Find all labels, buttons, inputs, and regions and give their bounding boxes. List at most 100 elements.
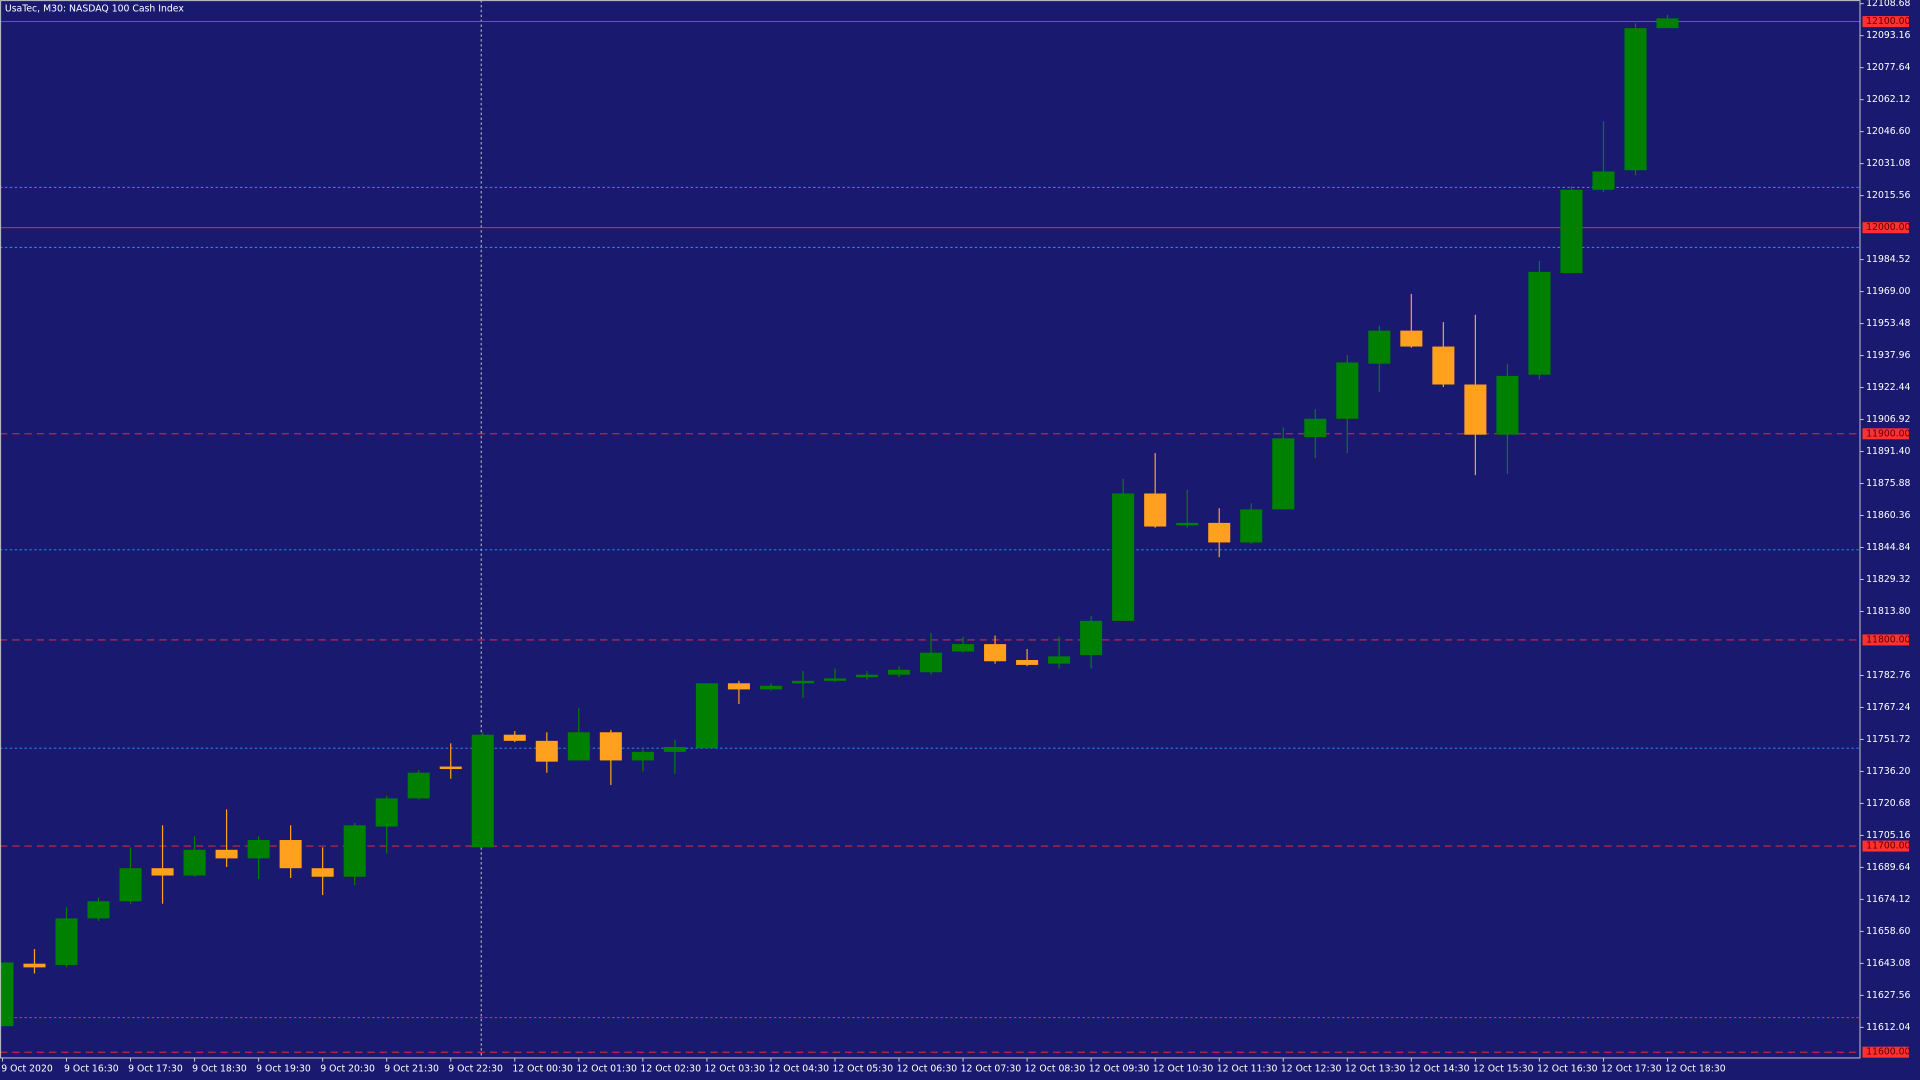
candle-body (0, 962, 14, 1027)
candle-body (631, 751, 654, 761)
y-tick-label: 12077.64 (1866, 62, 1910, 73)
x-tick-label: 12 Oct 18:30 (1665, 1063, 1726, 1074)
x-tick-label: 9 Oct 19:30 (256, 1063, 311, 1074)
y-tick-label: 11844.84 (1866, 542, 1910, 553)
x-tick-label: 12 Oct 15:30 (1473, 1063, 1534, 1074)
y-tick-label: 11674.12 (1866, 894, 1910, 905)
y-tick-label: 12031.08 (1866, 158, 1910, 169)
level-label-box (1862, 16, 1909, 28)
candle-body (1208, 522, 1231, 543)
y-tick-label: 11969.00 (1866, 286, 1910, 297)
x-tick-label: 12 Oct 16:30 (1537, 1063, 1598, 1074)
x-tick-label: 12 Oct 07:30 (961, 1063, 1022, 1074)
y-tick-label: 12093.16 (1866, 30, 1910, 41)
candle-body (1432, 346, 1455, 385)
candle-body (1176, 522, 1199, 526)
candle-body (952, 644, 975, 652)
candle-body (1048, 656, 1071, 664)
x-tick-label: 9 Oct 17:30 (128, 1063, 183, 1074)
x-tick-label: 12 Oct 10:30 (1153, 1063, 1214, 1074)
candle-body (920, 652, 943, 673)
level-label-box (1862, 1046, 1909, 1058)
y-tick-label: 12046.60 (1866, 126, 1910, 137)
candle-body (1144, 493, 1167, 527)
y-tick-label: 11767.24 (1866, 702, 1910, 713)
candle-body (984, 644, 1007, 662)
x-tick-label: 9 Oct 18:30 (192, 1063, 247, 1074)
candle-body (1304, 418, 1327, 438)
candle-body (1336, 362, 1359, 419)
y-tick-label: 11953.48 (1866, 318, 1910, 329)
level-label-box (1862, 428, 1909, 440)
level-label: 11900.00 (1866, 428, 1910, 439)
x-tick-label: 12 Oct 00:30 (512, 1063, 573, 1074)
candle-body (407, 772, 430, 799)
chart-title: UsaTec, M30: NASDAQ 100 Cash Index (5, 4, 184, 15)
level-label: 12000.00 (1866, 222, 1910, 233)
candle-body (87, 901, 110, 919)
x-tick-label: 9 Oct 21:30 (384, 1063, 439, 1074)
candle-body (151, 868, 174, 876)
candle-body (1560, 189, 1583, 274)
y-tick-label: 11860.36 (1866, 510, 1910, 521)
level-label: 12100.00 (1866, 16, 1910, 27)
x-tick-label: 12 Oct 03:30 (704, 1063, 765, 1074)
candle-body (375, 798, 398, 827)
x-tick-label: 12 Oct 05:30 (833, 1063, 894, 1074)
y-tick-label: 11751.72 (1866, 734, 1910, 745)
x-tick-label: 12 Oct 13:30 (1345, 1063, 1406, 1074)
level-label-box (1862, 634, 1909, 646)
candle-body (1496, 375, 1519, 435)
candle-body (1400, 330, 1423, 347)
candle-body (1624, 28, 1647, 171)
y-tick-label: 11891.40 (1866, 446, 1910, 457)
candle-body (311, 868, 334, 877)
x-tick-label: 12 Oct 04:30 (768, 1063, 829, 1074)
candle-body (55, 918, 78, 965)
y-tick-label: 11736.20 (1866, 766, 1910, 777)
y-tick-label: 11813.80 (1866, 606, 1910, 617)
y-tick-label: 11627.56 (1866, 990, 1910, 1001)
candle-body (1272, 438, 1295, 510)
candle-body (1016, 660, 1039, 665)
candle-body (567, 732, 590, 761)
y-tick-label: 11922.44 (1866, 382, 1910, 393)
y-tick-label: 12015.56 (1866, 190, 1910, 201)
level-label-box (1862, 222, 1909, 234)
y-tick-label: 11782.76 (1866, 670, 1910, 681)
candle-body (119, 868, 142, 902)
x-tick-label: 12 Oct 02:30 (640, 1063, 701, 1074)
candle-body (759, 685, 782, 690)
x-tick-label: 9 Oct 2020 (1, 1063, 53, 1074)
x-tick-label: 12 Oct 01:30 (576, 1063, 637, 1074)
y-tick-label: 11906.92 (1866, 414, 1910, 425)
candle-body (727, 683, 750, 690)
y-tick-label: 11658.60 (1866, 926, 1910, 937)
candle-body (1656, 18, 1679, 29)
candle-body (215, 849, 238, 859)
candle-body (1592, 171, 1615, 190)
candle-body (695, 683, 718, 749)
candle-body (1464, 384, 1487, 435)
candle-body (663, 746, 686, 752)
candle-body (471, 734, 494, 848)
x-tick-label: 12 Oct 08:30 (1025, 1063, 1086, 1074)
candle-body (1112, 493, 1135, 621)
level-label: 11600.00 (1866, 1047, 1910, 1058)
candle-body (823, 678, 846, 681)
level-label-box (1862, 840, 1909, 852)
candle-body (343, 825, 366, 877)
y-tick-label: 11612.04 (1866, 1022, 1910, 1033)
x-tick-label: 12 Oct 06:30 (897, 1063, 958, 1074)
x-tick-label: 12 Oct 17:30 (1601, 1063, 1662, 1074)
candle-body (183, 849, 206, 876)
x-tick-label: 12 Oct 12:30 (1281, 1063, 1342, 1074)
y-tick-label: 11643.08 (1866, 958, 1910, 969)
candle-body (855, 674, 879, 678)
candle-body (247, 840, 270, 859)
candle-body (1080, 620, 1103, 656)
y-tick-label: 11875.88 (1866, 478, 1910, 489)
